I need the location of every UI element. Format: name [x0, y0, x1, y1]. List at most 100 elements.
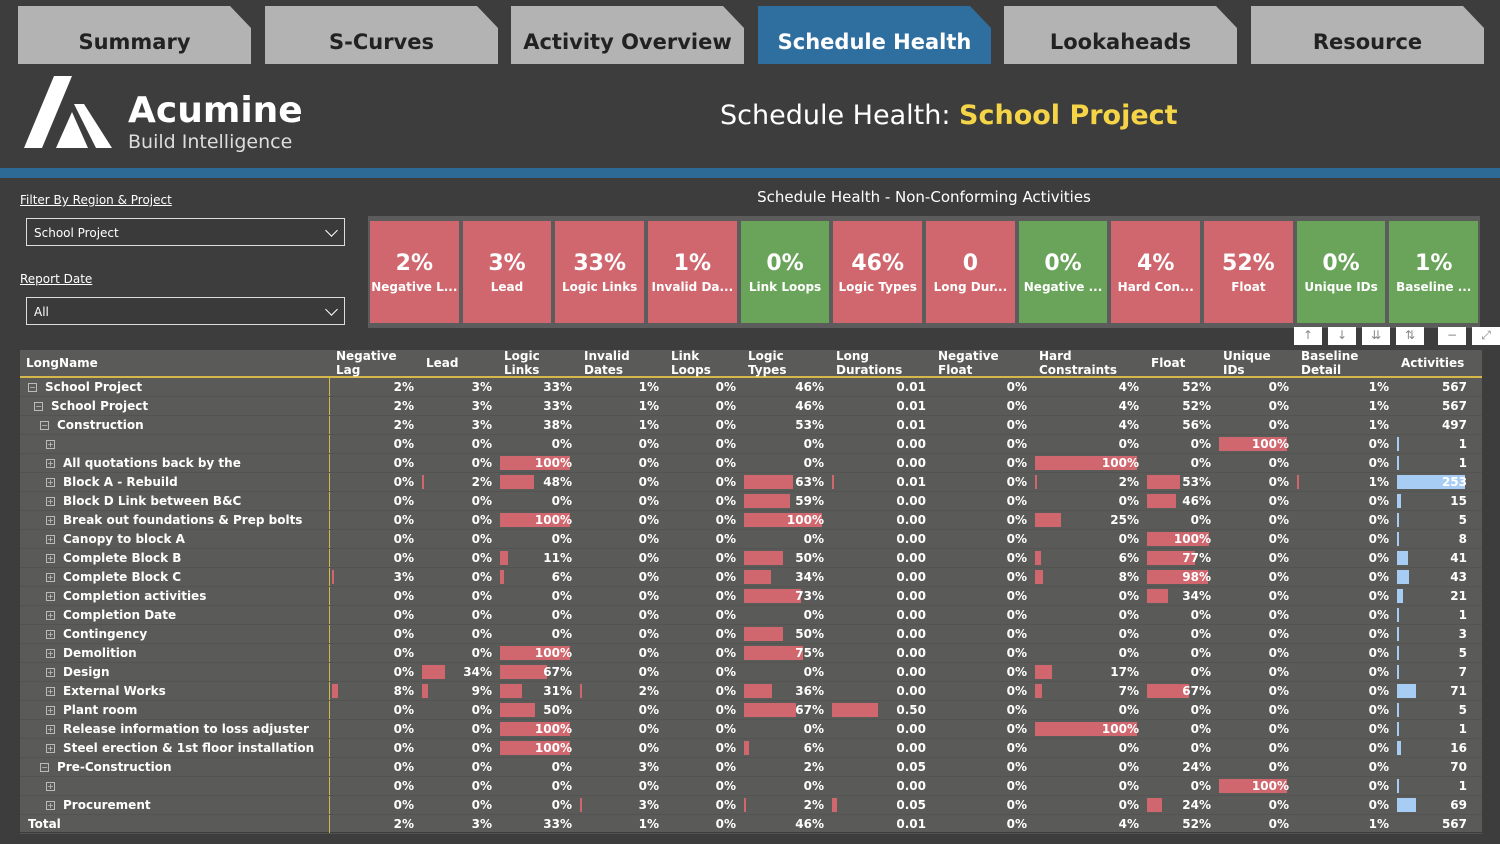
table-row[interactable]: +0% 0% 0% 0% 0% 0% 0.00 0% 0% 0% 100% 0% 1	[20, 777, 1482, 796]
header-divider	[0, 168, 1500, 178]
expand-icon[interactable]: +	[46, 724, 55, 734]
expand-all-icon[interactable]: ⇊	[1362, 327, 1390, 345]
expand-icon[interactable]: +	[46, 800, 55, 810]
filter-icon[interactable]: −	[1438, 327, 1466, 345]
data-bar	[1397, 741, 1402, 755]
column-header[interactable]: Link Loops	[671, 349, 711, 377]
expand-icon[interactable]: +	[46, 648, 55, 658]
kpi-card[interactable]: 1% Invalid Da...	[648, 221, 737, 323]
table-row[interactable]: + Procurement 0% 0% 0% 3% 0% 2% 0.05 0% 0% 24% 0% 0% 6…	[20, 796, 1482, 815]
cell-value: 1	[1458, 779, 1467, 793]
column-header[interactable]: Negative Float	[938, 349, 999, 377]
tab-schedule-health[interactable]: Schedule Health	[758, 6, 991, 64]
table-row[interactable]: + Release information to loss adjuster 0% 0…	[20, 720, 1482, 739]
tab-activity-overview[interactable]: Activity Overview	[511, 6, 744, 64]
expand-icon[interactable]: +	[46, 496, 55, 506]
cell: 0%	[665, 720, 742, 738]
cell: 0.05	[830, 796, 932, 814]
table-row[interactable]: + Design 0% 34% 67% 0% 0% 0% 0.00 0% 17% 0% 0% 0% 7	[20, 663, 1482, 682]
column-header[interactable]: Activities	[1401, 356, 1465, 370]
data-bar	[1219, 437, 1287, 451]
kpi-card[interactable]: 52% Float	[1204, 221, 1293, 323]
arrow-down-icon[interactable]: ↓	[1328, 327, 1356, 345]
kpi-card[interactable]: 46% Logic Types	[833, 221, 923, 323]
table-row[interactable]: + Completion Date 0% 0% 0% 0% 0% 0% 0.00 0% 0% 0% 0%…	[20, 606, 1482, 625]
expand-icon[interactable]: +	[46, 477, 55, 487]
collapse-icon[interactable]: −	[40, 762, 49, 772]
table-row[interactable]: + Contingency 0% 0% 0% 0% 0% 50% 0.00 0% 0% 0% 0% 0% 3	[20, 625, 1482, 644]
expand-icon[interactable]: +	[46, 458, 55, 468]
expand-icon[interactable]: +	[46, 686, 55, 696]
kpi-card[interactable]: 3% Lead	[462, 221, 552, 323]
column-header[interactable]: Baseline Detail	[1301, 349, 1359, 377]
expand-icon[interactable]: +	[46, 591, 55, 601]
tab-summary[interactable]: Summary	[18, 6, 251, 64]
column-header[interactable]: Logic Types	[748, 349, 787, 377]
kpi-value: 2%	[395, 250, 434, 276]
focus-mode-icon[interactable]: ⤢	[1472, 327, 1500, 345]
collapse-icon[interactable]: −	[40, 420, 49, 430]
expand-icon[interactable]: +	[46, 534, 55, 544]
expand-icon[interactable]: +	[46, 515, 55, 525]
kpi-card[interactable]: 33% Logic Links	[555, 221, 645, 323]
expand-icon[interactable]: +	[46, 629, 55, 639]
arrow-up-icon[interactable]: ↑	[1294, 327, 1322, 345]
table-row[interactable]: + Canopy to block A 0% 0% 0% 0% 0% 0% 0.00 0% 0% 10…	[20, 530, 1482, 549]
expand-level-icon[interactable]: ⇅	[1396, 327, 1424, 345]
tab-lookaheads[interactable]: Lookaheads	[1004, 6, 1237, 64]
table-row[interactable]: − Pre-Construction 0% 0% 0% 3% 0% 2% 0.05 0% 0% 24%…	[20, 758, 1482, 777]
column-header[interactable]: Negative Lag	[336, 349, 397, 377]
cell-value: 0%	[1368, 437, 1389, 451]
cell: 0%	[578, 625, 665, 643]
table-row[interactable]: + Break out foundations & Prep bolts 0% 0% 1…	[20, 511, 1482, 530]
table-row[interactable]: + Plant room 0% 0% 50% 0% 0% 67% 0.50 0% 0% 0% 0% 0% 5	[20, 701, 1482, 720]
collapse-icon[interactable]: −	[28, 382, 37, 392]
kpi-card[interactable]: 2% Negative L...	[370, 221, 459, 323]
kpi-card[interactable]: 1% Baseline ...	[1389, 221, 1479, 323]
table-row[interactable]: + Steel erection & 1st floor installation…	[20, 739, 1482, 758]
kpi-card[interactable]: 0% Negative ...	[1018, 221, 1108, 323]
region-project-dropdown[interactable]: School Project	[26, 218, 345, 246]
expand-icon[interactable]: +	[46, 553, 55, 563]
cell-value: 33%	[543, 399, 572, 413]
expand-icon[interactable]: +	[46, 743, 55, 753]
total-row[interactable]: Total 2% 3% 33% 1% 0% 46% 0.01 0% 4% 52% 0% 1% 567	[20, 815, 1482, 834]
table-row[interactable]: + Block D Link between B&C 0% 0% 0% 0% 0% 59% 0.…	[20, 492, 1482, 511]
table-row[interactable]: + Complete Block C 3% 0% 6% 0% 0% 34% 0.00 0% 8% 98…	[20, 568, 1482, 587]
kpi-card[interactable]: 4% Hard Con...	[1111, 221, 1201, 323]
table-row[interactable]: − School Project 2% 3% 33% 1% 0% 46% 0.01 0% 4% 52%…	[20, 397, 1482, 416]
table-row[interactable]: − Construction 2% 3% 38% 1% 0% 53% 0.01 0% 4% 56% 0%…	[20, 416, 1482, 435]
kpi-card[interactable]: 0 Long Dur...	[926, 221, 1015, 323]
column-header[interactable]: Invalid Dates	[584, 349, 630, 377]
cell: 46%	[1145, 492, 1217, 510]
expand-icon[interactable]: +	[46, 781, 55, 791]
cell-value: 0%	[638, 779, 659, 793]
table-row[interactable]: + External Works 8% 9% 31% 2% 0% 36% 0.00 0% 7% 67%…	[20, 682, 1482, 701]
expand-icon[interactable]: +	[46, 667, 55, 677]
table-row[interactable]: + All quotations back by the 0% 0% 100% 0% 0% 0…	[20, 454, 1482, 473]
expand-icon[interactable]: +	[46, 705, 55, 715]
table-row[interactable]: + Block A - Rebuild 0% 2% 48% 0% 0% 63% 0.01 0% 2%…	[20, 473, 1482, 492]
column-header[interactable]: Lead	[426, 356, 459, 370]
tab-resource[interactable]: Resource	[1251, 6, 1484, 64]
column-header[interactable]: Float	[1151, 356, 1186, 370]
collapse-icon[interactable]: −	[34, 401, 43, 411]
cell: 100%	[1033, 720, 1145, 738]
column-header[interactable]: LongName	[26, 356, 98, 370]
report-date-dropdown[interactable]: All	[26, 297, 345, 325]
table-row[interactable]: + Complete Block B 0% 0% 11% 0% 0% 50% 0.00 0% 6% 7…	[20, 549, 1482, 568]
column-header[interactable]: Unique IDs	[1223, 349, 1271, 377]
expand-icon[interactable]: +	[46, 572, 55, 582]
expand-icon[interactable]: +	[46, 439, 55, 449]
table-row[interactable]: + Completion activities 0% 0% 0% 0% 0% 73% 0.00 0…	[20, 587, 1482, 606]
table-row[interactable]: +0% 0% 0% 0% 0% 0% 0.00 0% 0% 0% 100% 0% 1	[20, 435, 1482, 454]
kpi-card[interactable]: 0% Link Loops	[740, 221, 830, 323]
kpi-card[interactable]: 0% Unique IDs	[1296, 221, 1386, 323]
table-row[interactable]: + Demolition 0% 0% 100% 0% 0% 75% 0.00 0% 0% 0% 0% 0%…	[20, 644, 1482, 663]
table-row[interactable]: − School Project 2% 3% 33% 1% 0% 46% 0.01 0% 4% 52%…	[20, 378, 1482, 397]
column-header[interactable]: Logic Links	[504, 349, 540, 377]
tab-s-curves[interactable]: S-Curves	[265, 6, 498, 64]
column-header[interactable]: Hard Constraints	[1039, 349, 1118, 377]
column-header[interactable]: Long Durations	[836, 349, 903, 377]
expand-icon[interactable]: +	[46, 610, 55, 620]
